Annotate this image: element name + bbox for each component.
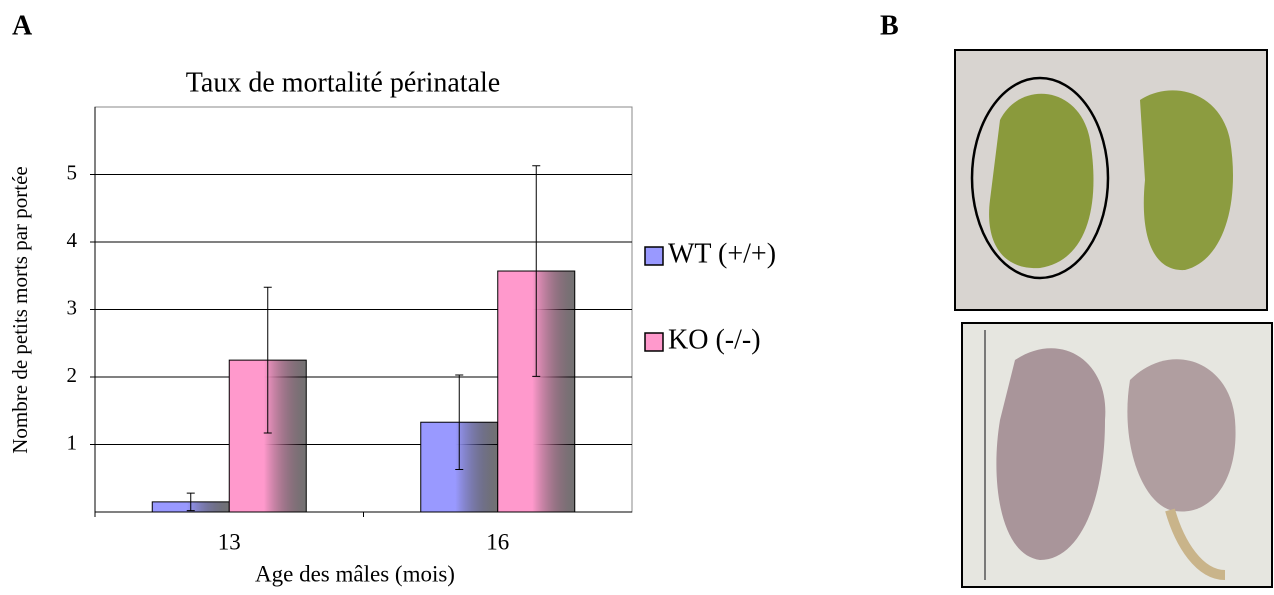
x-tick-label: 16 xyxy=(486,529,509,554)
photo-bottom xyxy=(961,322,1273,588)
chart-title: Taux de mortalité périnatale xyxy=(186,67,500,98)
x-axis-label: Age des mâles (mois) xyxy=(255,561,455,586)
error-bar xyxy=(532,165,541,377)
legend-label: KO (-/-) xyxy=(668,324,761,355)
y-tick-label: 4 xyxy=(67,228,78,252)
error-bar xyxy=(263,286,272,434)
y-tick-label: 3 xyxy=(67,295,78,319)
y-axis-label: Nombre de petits morts par portée xyxy=(8,166,32,454)
y-tick-label: 5 xyxy=(67,160,78,184)
photo-top xyxy=(954,49,1268,311)
x-tick-label: 13 xyxy=(218,529,241,554)
y-tick-label: 2 xyxy=(67,363,78,387)
error-bar xyxy=(186,492,195,512)
panel-label: A xyxy=(12,10,33,41)
legend-label: WT (+/+) xyxy=(668,238,776,269)
y-tick-label: 1 xyxy=(67,430,78,454)
panel-label: B xyxy=(880,10,899,41)
legend-swatch xyxy=(644,332,664,352)
legend-swatch xyxy=(644,246,664,266)
error-bar xyxy=(455,374,464,470)
